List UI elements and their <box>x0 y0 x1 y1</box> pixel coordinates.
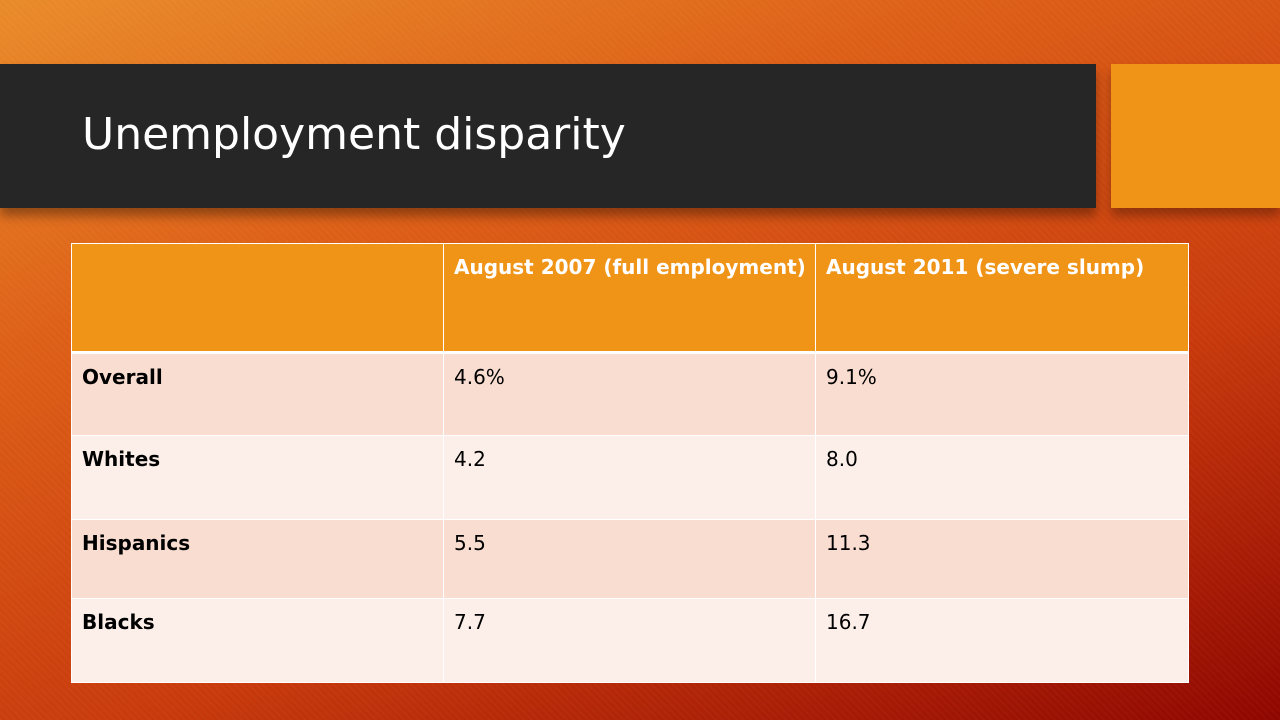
cell-aug-2011: 16.7 <box>815 598 1189 683</box>
table-row-blacks: Blacks 7.7 16.7 <box>71 598 1189 683</box>
row-label: Overall <box>71 352 444 436</box>
cell-aug-2007: 7.7 <box>443 598 816 683</box>
unemployment-table: August 2007 (full employment) August 201… <box>71 243 1189 683</box>
cell-aug-2011: 11.3 <box>815 519 1189 599</box>
header-cell-aug-2007: August 2007 (full employment) <box>443 243 816 354</box>
table-body: Overall 4.6% 9.1% Whites 4.2 8.0 Hispani… <box>71 352 1189 683</box>
table-row-hispanics: Hispanics 5.5 11.3 <box>71 519 1189 599</box>
cell-aug-2011: 8.0 <box>815 435 1189 520</box>
header-cell-aug-2011: August 2011 (severe slump) <box>815 243 1189 354</box>
cell-aug-2007: 4.6% <box>443 352 816 436</box>
cell-aug-2007: 4.2 <box>443 435 816 520</box>
accent-block <box>1111 64 1280 208</box>
header-row: August 2007 (full employment) August 201… <box>71 243 1189 354</box>
cell-aug-2011: 9.1% <box>815 352 1189 436</box>
title-bar <box>0 64 1096 208</box>
slide-title: Unemployment disparity <box>82 109 626 160</box>
cell-aug-2007: 5.5 <box>443 519 816 599</box>
row-label: Hispanics <box>71 519 444 599</box>
row-label: Whites <box>71 435 444 520</box>
table-header: August 2007 (full employment) August 201… <box>71 243 1189 354</box>
header-cell-empty <box>71 243 444 354</box>
table-row-overall: Overall 4.6% 9.1% <box>71 352 1189 436</box>
row-label: Blacks <box>71 598 444 683</box>
table-row-whites: Whites 4.2 8.0 <box>71 435 1189 520</box>
